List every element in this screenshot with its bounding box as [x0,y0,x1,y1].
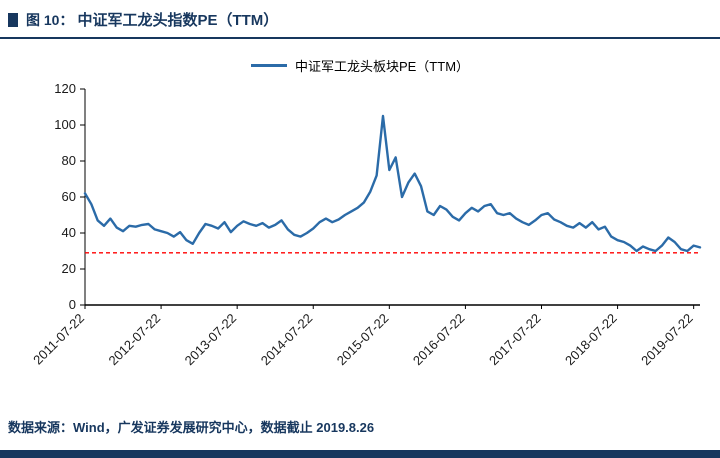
pe-series-line [83,114,702,253]
y-tick-label: 20 [62,261,76,276]
x-tick-label: 2014-07-22 [258,311,316,369]
y-tick-label: 80 [62,153,76,168]
source-note: 数据来源：Wind，广发证券发展研究中心，数据截止 2019.8.26 [8,420,375,435]
x-tick-label: 2017-07-22 [486,311,544,369]
x-tick-label: 2012-07-22 [106,311,164,369]
x-tick-label: 2016-07-22 [410,311,468,369]
figure-title: 中证军工龙头指数PE（TTM） [77,12,279,29]
bottom-accent-bar [0,450,720,458]
y-tick-label: 100 [54,117,76,132]
legend-line-swatch [250,63,287,67]
y-tick-label: 0 [69,297,76,312]
x-tick-label: 2019-07-22 [638,311,696,369]
chart-legend: 中证军工龙头板块PE（TTM） [0,55,720,75]
y-tick-label: 120 [54,81,76,96]
figure-header: 图 10： 中证军工龙头指数PE（TTM） [0,0,720,39]
figure-number-label: 图 10： [26,11,74,28]
x-tick-label: 2013-07-22 [182,311,240,369]
y-tick-label: 60 [62,189,76,204]
header-bullet-square [8,12,18,27]
pe-line-chart: 0 20 40 60 80 100 120 2011-07-22 2012-07-22 2013-… [30,81,702,369]
y-tick-label: 40 [62,225,76,240]
x-tick-label: 2018-07-22 [562,311,620,369]
x-tick-label: 2011-07-22 [30,311,87,368]
x-tick-label: 2015-07-22 [334,311,392,369]
legend-series-label: 中证军工龙头板块PE（TTM） [294,58,470,74]
